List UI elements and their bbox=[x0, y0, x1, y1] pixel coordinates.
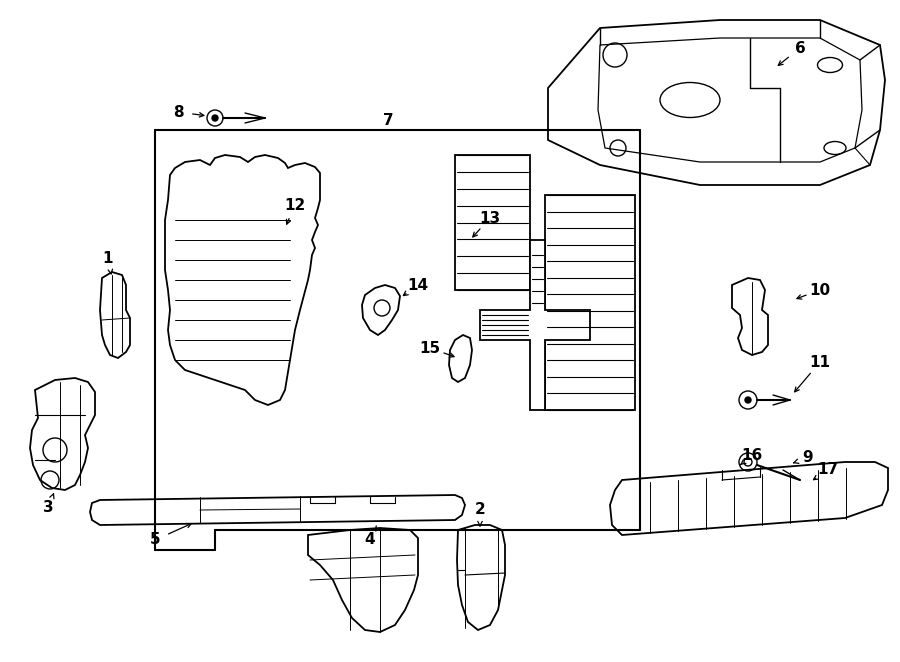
Polygon shape bbox=[362, 285, 400, 335]
Polygon shape bbox=[308, 528, 418, 632]
Polygon shape bbox=[548, 20, 885, 185]
Text: 14: 14 bbox=[408, 277, 428, 293]
Text: 13: 13 bbox=[480, 211, 500, 226]
Polygon shape bbox=[545, 195, 635, 410]
Text: 15: 15 bbox=[419, 340, 441, 355]
Polygon shape bbox=[30, 378, 95, 490]
Text: 5: 5 bbox=[149, 532, 160, 547]
Circle shape bbox=[212, 115, 218, 121]
Polygon shape bbox=[455, 155, 530, 290]
Polygon shape bbox=[480, 240, 590, 410]
Polygon shape bbox=[90, 495, 465, 525]
Polygon shape bbox=[165, 155, 320, 405]
Polygon shape bbox=[449, 335, 472, 382]
Text: 4: 4 bbox=[364, 532, 375, 547]
Polygon shape bbox=[457, 525, 505, 630]
Circle shape bbox=[745, 397, 751, 403]
Text: 11: 11 bbox=[809, 354, 831, 369]
Text: 12: 12 bbox=[284, 197, 306, 213]
Text: 16: 16 bbox=[742, 448, 762, 463]
Text: 2: 2 bbox=[474, 502, 485, 518]
Text: 3: 3 bbox=[42, 500, 53, 516]
Polygon shape bbox=[100, 272, 130, 358]
Text: 6: 6 bbox=[795, 40, 806, 56]
Text: 17: 17 bbox=[817, 463, 839, 477]
Polygon shape bbox=[732, 278, 768, 355]
Text: 7: 7 bbox=[382, 113, 393, 128]
Polygon shape bbox=[610, 462, 888, 535]
Text: 10: 10 bbox=[809, 283, 831, 297]
Text: 1: 1 bbox=[103, 250, 113, 265]
Text: 9: 9 bbox=[803, 451, 814, 465]
Text: 8: 8 bbox=[173, 105, 184, 120]
